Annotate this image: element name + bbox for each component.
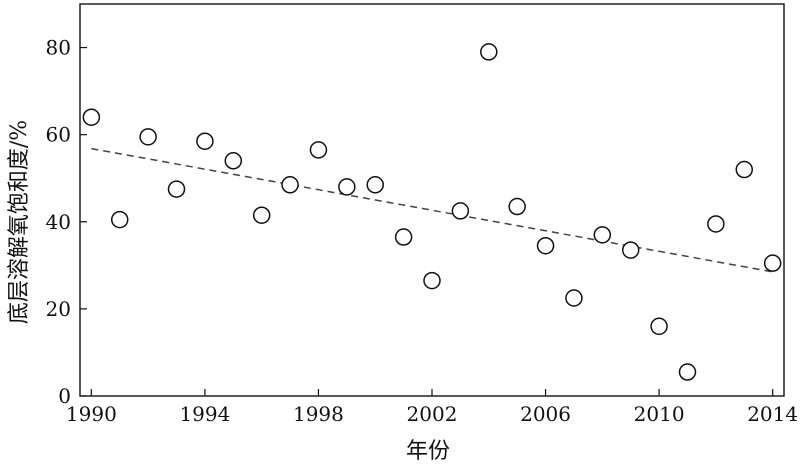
x-axis-title: 年份 — [406, 439, 450, 464]
y-axis-title: 底层溶解氧饱和度/% — [7, 120, 32, 324]
data-point — [735, 160, 754, 179]
data-point — [252, 206, 271, 224]
y-tick-label: 80 — [46, 36, 71, 60]
data-point — [593, 226, 612, 244]
x-tick-label: 2014 — [747, 402, 798, 426]
x-tick-label: 2002 — [407, 402, 458, 426]
data-points — [82, 43, 782, 381]
x-tick-label: 2006 — [520, 402, 571, 426]
x-tick-label: 2010 — [634, 402, 685, 426]
data-point — [707, 215, 725, 233]
trend-layer — [91, 147, 773, 273]
data-point — [451, 202, 470, 220]
data-point — [650, 317, 668, 336]
y-tick-label: 20 — [46, 297, 71, 321]
data-point — [621, 241, 640, 259]
y-tick-label: 60 — [46, 123, 71, 147]
data-point — [82, 108, 101, 126]
y-tick-label: 40 — [46, 210, 71, 234]
data-point — [139, 128, 157, 146]
data-point — [678, 363, 697, 381]
plot-border — [79, 3, 785, 397]
data-point — [281, 176, 299, 194]
x-tick-label: 1990 — [66, 402, 117, 426]
trend-line — [91, 147, 773, 273]
x-axis-ticks: 1990 1994 1998 2002 2006 2010 2014 — [66, 389, 798, 426]
y-tick-label: 0 — [58, 384, 71, 408]
y-axis-ticks: 0 20 40 60 80 — [46, 36, 87, 408]
data-point — [536, 236, 555, 255]
data-point — [508, 197, 526, 216]
data-point — [338, 178, 356, 196]
plot-frame — [79, 3, 785, 397]
data-point — [110, 210, 129, 229]
data-point — [394, 228, 413, 246]
x-tick-label: 1994 — [179, 402, 230, 426]
data-point — [423, 271, 441, 290]
data-point — [309, 141, 328, 159]
data-point — [763, 254, 782, 272]
data-point — [366, 176, 384, 194]
data-point — [480, 43, 498, 61]
data-point — [565, 289, 583, 307]
x-tick-label: 1998 — [293, 402, 344, 426]
data-point — [196, 132, 214, 150]
data-point — [167, 180, 186, 198]
data-point — [224, 152, 243, 170]
